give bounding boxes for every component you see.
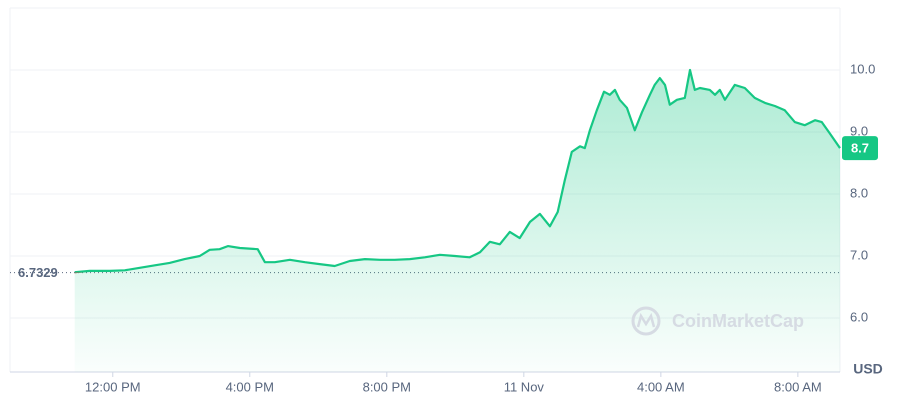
y-tick-label: 7.0 xyxy=(850,247,868,262)
last-price-label: 8.7 xyxy=(851,141,869,156)
y-tick-label: 8.0 xyxy=(850,185,868,200)
x-tick-label: 8:00 PM xyxy=(363,379,411,394)
plot-area xyxy=(9,7,841,377)
y-tick-label: 10.0 xyxy=(850,61,875,76)
price-line xyxy=(74,68,841,274)
last-price-tag xyxy=(842,136,878,161)
watermark-logo-ring xyxy=(631,306,661,336)
currency-label: USD xyxy=(853,361,883,377)
x-tick-label: 11 Nov xyxy=(504,379,545,394)
price-area xyxy=(74,70,840,372)
y-tick-label: 6.0 xyxy=(850,309,868,324)
x-tick-label: 8:00 AM xyxy=(774,379,822,394)
x-tick-label: 12:00 PM xyxy=(85,379,141,394)
watermark: CoinMarketCap xyxy=(672,311,804,331)
watermark-logo-mark xyxy=(636,312,656,328)
open-price-label: 6.7329 xyxy=(18,265,58,280)
x-tick-label: 4:00 PM xyxy=(226,379,274,394)
watermark-logo xyxy=(631,306,661,336)
y-tick-label: 9.0 xyxy=(850,123,868,138)
x-tick-label: 4:00 AM xyxy=(637,379,685,394)
